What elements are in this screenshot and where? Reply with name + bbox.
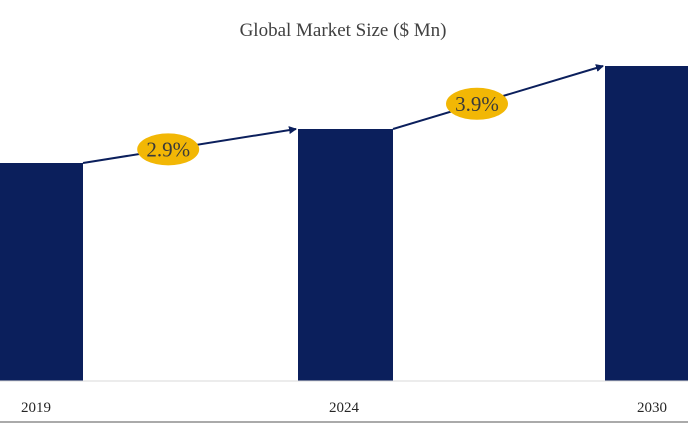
bar-2030 xyxy=(605,66,688,381)
chart-title: Global Market Size ($ Mn) xyxy=(240,20,447,41)
bar-2019 xyxy=(0,163,83,381)
x-tick-labels: 2019 2024 2030 xyxy=(21,400,667,416)
cagr-label: 3.9% xyxy=(455,92,499,116)
cagr-badge-1: 2.9% xyxy=(137,133,199,165)
bars-group xyxy=(0,66,688,381)
bar-2024 xyxy=(298,129,393,381)
x-tick-2030: 2030 xyxy=(637,400,667,416)
cagr-label: 2.9% xyxy=(146,137,190,161)
x-tick-2024: 2024 xyxy=(329,400,360,416)
cagr-badge-2: 3.9% xyxy=(446,88,508,120)
x-tick-2019: 2019 xyxy=(21,400,51,416)
